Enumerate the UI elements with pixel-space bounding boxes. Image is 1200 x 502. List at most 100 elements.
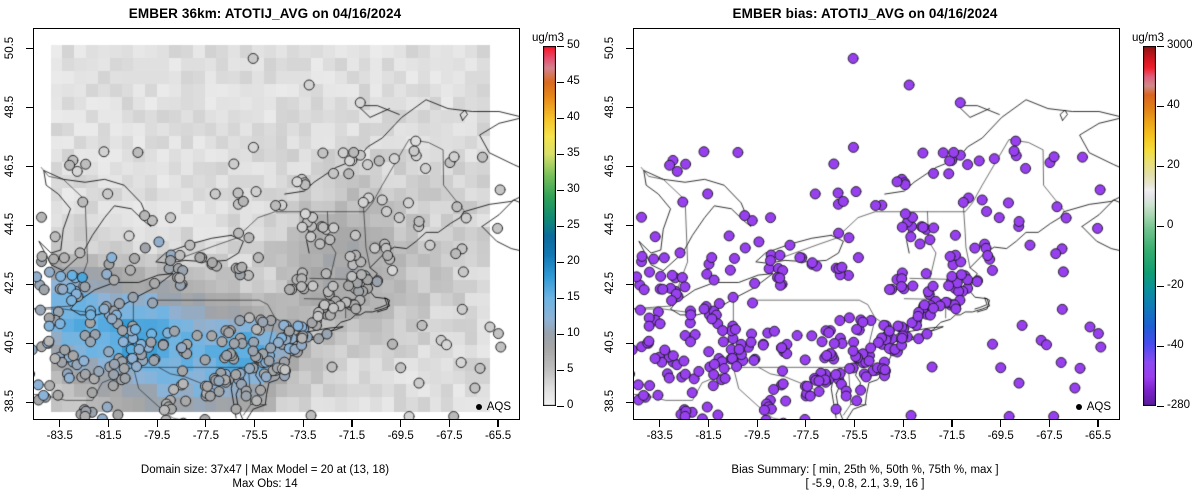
caption-bias-line1: Bias Summary: [ min, 25th %, 50th %, 75t… <box>731 464 999 476</box>
y-axis-tick-mark <box>626 106 633 109</box>
x-axis-tick-mark <box>756 420 758 427</box>
x-axis-tick-label: -79.5 <box>744 430 771 442</box>
colorbar-tick-mark <box>557 45 564 47</box>
y-axis-tick-mark <box>26 283 33 285</box>
x-axis-tick-label: -71.5 <box>338 430 366 442</box>
colorbar-strip-bias <box>1143 46 1156 406</box>
colorbar-tick-label: 0 <box>1167 219 1174 231</box>
caption-model-line1: Domain size: 37x47 | Max Model = 20 at (… <box>140 464 390 476</box>
colorbar-tick-mark <box>1157 405 1164 407</box>
colorbar-tick-label: 40 <box>567 111 580 123</box>
colorbar-tick-label: 45 <box>567 75 580 87</box>
colorbar-tick-label: 25 <box>567 219 580 231</box>
colorbar-tick-mark <box>1157 45 1164 47</box>
x-axis-tick-mark <box>902 420 904 427</box>
colorbar-tick-mark <box>557 261 564 263</box>
aqs-legend-label: AQS <box>1086 401 1111 413</box>
y-axis-tick-mark <box>26 106 33 109</box>
y-axis-tick-label: 50.5 <box>604 36 616 59</box>
y-axis-tick-label: 42.5 <box>4 272 16 295</box>
x-axis-tick-mark <box>156 420 158 427</box>
x-axis-tick-mark <box>59 420 61 427</box>
x-axis-tick-mark <box>707 420 710 427</box>
x-axis-tick-mark <box>448 420 450 427</box>
colorbar-units-model: ug/m3 <box>532 32 564 44</box>
y-axis-tick-mark <box>26 48 33 50</box>
colorbar-tick-label: 20 <box>567 255 580 267</box>
colorbar-tick-label: 0 <box>567 399 574 411</box>
colorbar-tick-label: 3000 <box>1167 39 1193 51</box>
map-plot-model: AQS <box>33 28 520 420</box>
colorbar-units-bias: ug/m3 <box>1132 32 1164 44</box>
x-axis-tick-mark <box>253 420 256 427</box>
colorbar-tick-label: 50 <box>567 39 580 51</box>
x-axis-tick-label: -73.5 <box>290 430 317 442</box>
x-axis-tick-mark <box>302 420 304 427</box>
x-axis-tick-label: -79.5 <box>144 430 171 442</box>
x-axis-tick-label: -77.5 <box>192 430 219 442</box>
colorbar-tick-label: -20 <box>1167 279 1184 291</box>
x-axis-tick-mark <box>205 420 207 427</box>
y-axis-tick-mark <box>626 224 633 227</box>
colorbar-tick-mark <box>557 117 564 119</box>
x-axis-tick-mark <box>805 420 807 427</box>
colorbar-tick-mark <box>557 81 564 83</box>
x-axis-tick-label: -81.5 <box>95 430 122 442</box>
caption-model-line2: Max Obs: 14 <box>232 478 298 490</box>
colorbar-tick-label: 10 <box>567 327 580 339</box>
colorbar-tick-mark <box>1157 285 1164 287</box>
colorbar-tick-label: 15 <box>567 291 580 303</box>
x-axis-tick-mark <box>1000 420 1002 427</box>
colorbar-tick-mark <box>1157 345 1164 347</box>
y-axis-tick-mark <box>626 401 633 403</box>
colorbar-tick-label: -280 <box>1167 399 1191 411</box>
colorbar-gradient-bias <box>1143 46 1156 406</box>
aqs-legend-bias: AQS <box>1074 400 1113 414</box>
y-axis-tick-label: 44.5 <box>604 213 616 236</box>
x-axis-tick-label: -73.5 <box>890 430 917 442</box>
x-axis-tick-mark <box>1097 420 1099 427</box>
colorbar-tick-mark <box>557 297 564 299</box>
y-axis-tick-mark <box>26 342 33 344</box>
panel-title-bias: EMBER bias: ATOTIJ_AVG on 04/16/2024 <box>732 6 998 21</box>
colorbar-tick-label: 5 <box>567 363 574 375</box>
y-axis-tick-mark <box>626 165 633 168</box>
map-canvas-bias <box>634 29 1119 419</box>
panel-model: EMBER 36km: ATOTIJ_AVG on 04/16/2024 AQS… <box>4 6 580 490</box>
y-axis-tick-label: 46.5 <box>604 154 616 177</box>
colorbar-tick-mark <box>1157 165 1164 167</box>
y-axis-tick-label: 38.5 <box>604 390 616 413</box>
y-axis-tick-label: 48.5 <box>4 95 16 118</box>
y-axis-tick-label: 40.5 <box>604 331 616 354</box>
x-axis-tick-mark <box>107 420 110 427</box>
x-axis-tick-mark <box>659 420 661 427</box>
colorbar-tick-mark <box>557 405 564 407</box>
colorbar-tick-mark <box>1157 225 1164 227</box>
y-axis-tick-label: 46.5 <box>4 154 16 177</box>
colorbar-tick-mark <box>557 333 564 335</box>
y-axis-tick-mark <box>26 224 33 227</box>
y-axis-tick-label: 50.5 <box>4 36 16 59</box>
colorbar-tick-mark <box>557 189 564 191</box>
aqs-legend-model: AQS <box>474 400 513 414</box>
y-axis-tick-label: 42.5 <box>604 272 616 295</box>
y-axis-tick-label: 44.5 <box>4 213 16 236</box>
colorbar-strip-model <box>543 46 556 406</box>
colorbar-gradient-model <box>543 46 556 406</box>
x-axis-tick-mark <box>951 420 953 427</box>
x-axis-tick-mark <box>351 420 353 427</box>
y-axis-tick-mark <box>626 342 633 344</box>
colorbar-tick-label: 35 <box>567 147 580 159</box>
x-axis-tick-label: -83.5 <box>646 430 673 442</box>
aqs-marker-icon <box>475 404 482 410</box>
x-axis-tick-label: -65.5 <box>484 430 512 442</box>
y-axis-tick-label: 38.5 <box>4 390 16 413</box>
panel-bias: EMBER bias: ATOTIJ_AVG on 04/16/2024 AQS… <box>600 0 1200 502</box>
x-axis-tick-label: -77.5 <box>792 430 819 442</box>
caption-bias-line2: [ -5.9, 0.8, 2.1, 3.9, 16 ] <box>805 478 925 490</box>
map-canvas-model <box>34 29 519 419</box>
map-plot-bias: AQS <box>633 28 1120 420</box>
y-axis-tick-mark <box>626 48 633 50</box>
y-axis-tick-mark <box>26 401 33 403</box>
